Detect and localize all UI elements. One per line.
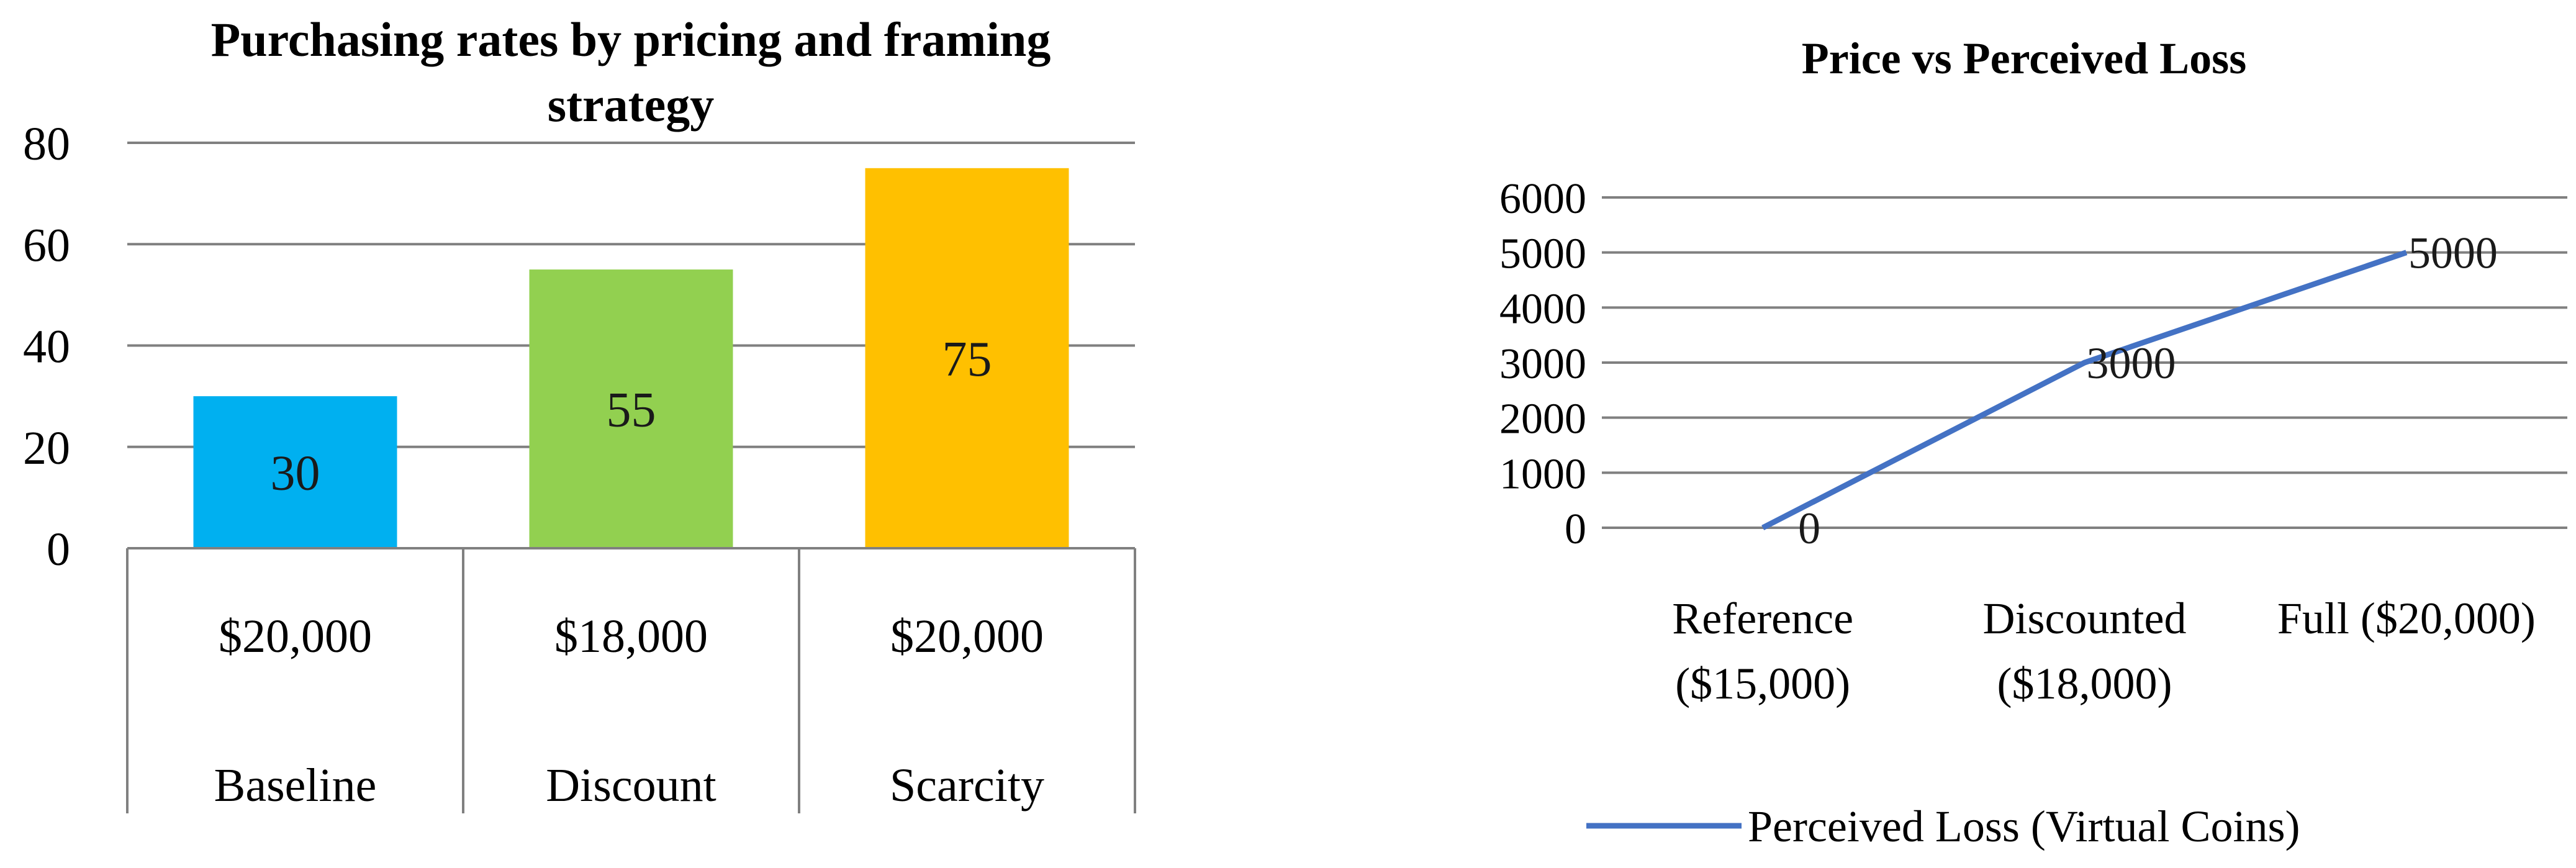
bar-y-tick-label: 20: [23, 422, 70, 474]
bar: [193, 396, 397, 548]
bar-category-group-label: Scarcity: [890, 759, 1044, 811]
line-chart-data-labels: 0 3000 5000: [1798, 228, 2498, 553]
line-y-tick-label: 5000: [1499, 230, 1586, 278]
bar-data-label: 30: [271, 446, 320, 501]
bar-chart-categories: $20,000 Baseline $18,000 Discount $20,000 Sca…: [214, 610, 1044, 811]
bar-category-group-label: Baseline: [214, 759, 377, 811]
bar-y-tick-label: 40: [23, 321, 70, 373]
bar-chart: Purchasing rates by pricing and framing …: [23, 12, 1136, 813]
bar-y-tick-label: 80: [23, 118, 70, 170]
line-y-tick-label: 2000: [1499, 396, 1586, 443]
line-chart-categories: Reference ($15,000) Discounted ($18,000) Ful…: [1672, 594, 2536, 708]
bar-data-label: 75: [942, 332, 992, 387]
bar-chart-title-line-2: strategy: [548, 78, 715, 132]
bar-chart-bars: 30 55 75: [193, 168, 1069, 548]
legend-label: Perceived Loss (Virtual Coins): [1748, 802, 2300, 851]
line-category-label: ($15,000): [1675, 659, 1850, 708]
bar-chart-title-line-1: Purchasing rates by pricing and framing: [211, 12, 1051, 66]
line-y-tick-label: 0: [1565, 505, 1586, 553]
bar-category-label: $20,000: [219, 610, 372, 662]
line-y-tick-label: 1000: [1499, 450, 1586, 498]
line-chart-title: Price vs Perceived Loss: [1802, 34, 2246, 83]
bar-chart-y-ticks: 0 20 40 60 80: [23, 118, 70, 576]
bar-data-label: 55: [607, 383, 656, 438]
line-category-label: Full ($20,000): [2277, 594, 2536, 643]
bar-y-tick-label: 0: [47, 523, 70, 576]
line-category-label: ($18,000): [1997, 659, 2172, 708]
line-chart: Price vs Perceived Loss 0 1000 2000 3000 400…: [1499, 34, 2567, 851]
line-y-tick-label: 3000: [1499, 340, 1586, 388]
bar-chart-axis: [126, 547, 1136, 813]
bar-category-label: $18,000: [554, 610, 708, 662]
line-data-label: 0: [1798, 504, 1820, 553]
line-chart-series: [1761, 250, 2408, 531]
line-data-label: 5000: [2408, 228, 2498, 278]
line-category-label: Reference: [1672, 594, 1853, 643]
bar: [529, 269, 733, 548]
line-chart-y-ticks: 0 1000 2000 3000 4000 5000 6000: [1499, 175, 1586, 553]
bar-y-tick-label: 60: [23, 219, 70, 271]
line-category-label: Discounted: [1983, 594, 2187, 643]
line-chart-legend: Perceived Loss (Virtual Coins): [1586, 802, 2300, 851]
bar-category-label: $20,000: [890, 610, 1044, 662]
line-series-path: [1761, 250, 2408, 531]
line-y-tick-label: 6000: [1499, 175, 1586, 223]
line-data-label: 3000: [2087, 338, 2176, 388]
bar: [865, 168, 1069, 548]
bar-category-group-label: Discount: [546, 759, 716, 811]
line-y-tick-label: 4000: [1499, 285, 1586, 333]
